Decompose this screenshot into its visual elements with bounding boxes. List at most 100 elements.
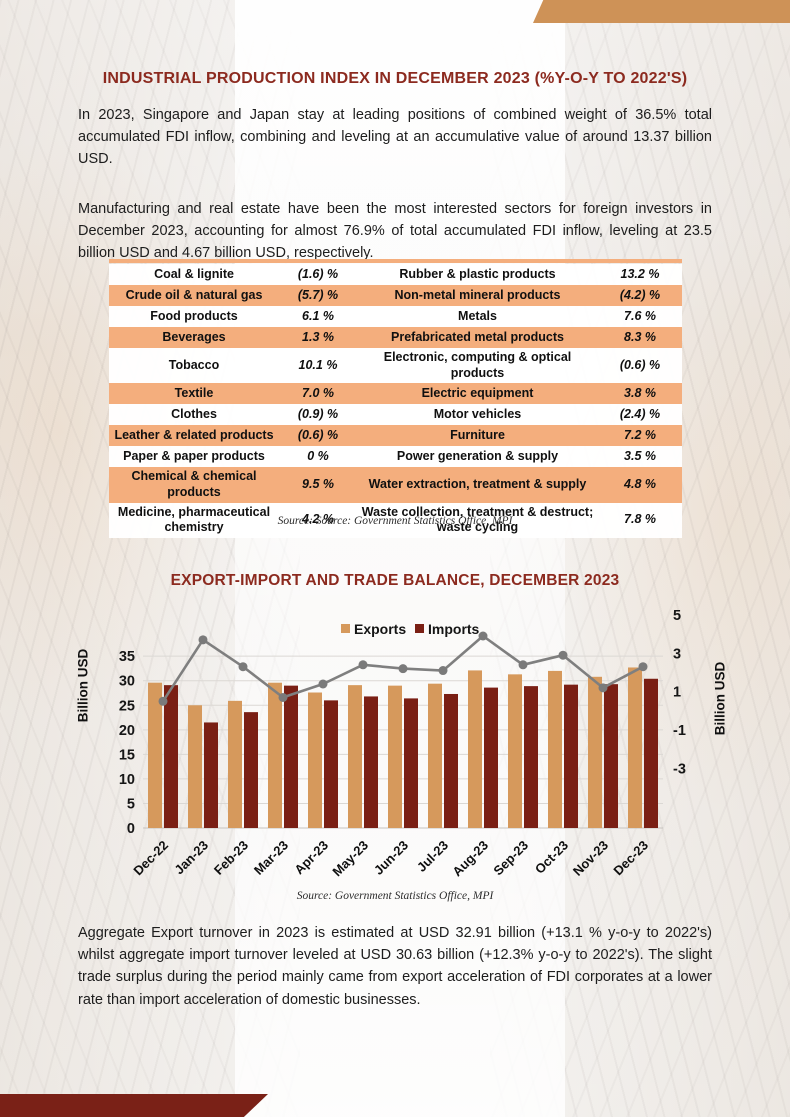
table-row: Clothes (0.9) % Motor vehicles (2.4) % bbox=[109, 404, 682, 425]
trade-balance-point bbox=[238, 662, 248, 672]
trade-balance-point bbox=[358, 660, 368, 670]
top-right-accent-bar bbox=[533, 0, 790, 23]
bottom-left-accent-bar bbox=[0, 1094, 268, 1117]
import-bar bbox=[204, 722, 218, 828]
left-axis-tick: 0 bbox=[127, 821, 135, 837]
index-value: 13.2 % bbox=[620, 266, 660, 281]
trade-balance-point bbox=[558, 650, 568, 660]
index-value: 8.3 % bbox=[624, 329, 656, 344]
index-value: 6.1 % bbox=[302, 308, 334, 323]
index-value: 7.0 % bbox=[302, 385, 334, 400]
x-axis-label: May-23 bbox=[329, 838, 371, 880]
table-source-line: Source: Source: Government Statistics Of… bbox=[277, 515, 513, 527]
import-bar bbox=[244, 712, 258, 828]
import-bar bbox=[284, 685, 298, 828]
export-bar bbox=[268, 682, 282, 828]
legend-imports-label: Imports bbox=[428, 621, 480, 637]
export-bar bbox=[388, 685, 402, 828]
trade-balance-point bbox=[478, 631, 488, 641]
index-value: (5.7) % bbox=[297, 287, 339, 302]
x-axis-label: Aug-23 bbox=[449, 838, 491, 880]
import-bar bbox=[484, 687, 498, 828]
sector-label: Furniture bbox=[450, 427, 505, 442]
chart-source-line: Source: Government Statistics Office, MP… bbox=[296, 890, 494, 902]
sector-label: Water extraction, treatment & supply bbox=[368, 477, 587, 492]
left-axis-tick: 10 bbox=[119, 772, 135, 788]
table-row: Beverages 1.3 % Prefabricated metal produc… bbox=[109, 327, 682, 348]
index-value: 7.2 % bbox=[624, 427, 656, 442]
sector-label: Motor vehicles bbox=[433, 406, 522, 421]
index-value: 0 % bbox=[307, 448, 329, 463]
sector-label: Paper & paper products bbox=[123, 448, 265, 463]
legend-imports-swatch bbox=[415, 624, 424, 633]
x-axis-label: Sep-23 bbox=[490, 838, 531, 879]
paragraph-sectors: Manufacturing and real estate have been … bbox=[78, 201, 712, 262]
x-axis-label: Mar-23 bbox=[251, 838, 291, 878]
export-bar bbox=[588, 676, 602, 828]
x-axis-label: Jul-23 bbox=[414, 838, 451, 875]
import-bar bbox=[644, 678, 658, 828]
import-bar bbox=[524, 686, 538, 828]
paragraph-fdi-inflow: In 2023, Singapore and Japan stay at lea… bbox=[78, 107, 712, 168]
export-bar bbox=[628, 667, 642, 828]
table-row: Leather & related products (0.6) % Furnitu… bbox=[109, 425, 682, 447]
x-axis-label: Feb-23 bbox=[211, 838, 251, 878]
sector-label: Electronic, computing & optical products bbox=[383, 350, 572, 380]
index-value: (4.2) % bbox=[619, 287, 661, 302]
production-index-table: Coal & lignite (1.6) % Rubber & plastic pr… bbox=[109, 259, 682, 538]
left-axis-label: Billion USD bbox=[75, 648, 91, 723]
ipi-table-body: Coal & lignite (1.6) % Rubber & plastic pr… bbox=[109, 264, 682, 538]
sector-label: Rubber & plastic products bbox=[399, 266, 556, 281]
left-axis-tick: 15 bbox=[119, 747, 135, 763]
left-axis-tick: 30 bbox=[119, 674, 135, 690]
import-bar bbox=[164, 685, 178, 828]
trade-balance-point bbox=[318, 679, 328, 689]
export-bar bbox=[468, 670, 482, 828]
sector-label: Tobacco bbox=[168, 357, 220, 372]
sector-label: Crude oil & natural gas bbox=[125, 287, 263, 302]
export-bar bbox=[428, 683, 442, 828]
index-value: 4.8 % bbox=[624, 477, 656, 492]
sector-label: Beverages bbox=[162, 329, 226, 344]
right-axis-label: Billion USD bbox=[712, 661, 728, 736]
right-axis-tick: 1 bbox=[673, 685, 681, 701]
index-value: 1.3 % bbox=[302, 329, 334, 344]
import-bar bbox=[324, 700, 338, 828]
index-value: (2.4) % bbox=[619, 406, 661, 421]
table-row: Textile 7.0 % Electric equipment 3.8 % bbox=[109, 383, 682, 405]
index-value: 7.8 % bbox=[624, 512, 656, 527]
left-axis-tick: 35 bbox=[119, 649, 135, 665]
x-axis-label: Apr-23 bbox=[291, 838, 331, 878]
sector-label: Medicine, pharmaceutical chemistry bbox=[117, 504, 271, 535]
right-axis-tick: -1 bbox=[673, 723, 686, 739]
table-row: Chemical & chemical products 9.5 % Water e… bbox=[109, 467, 682, 503]
import-bar bbox=[364, 696, 378, 828]
trade-balance-point bbox=[598, 683, 608, 693]
paragraph-closing: Aggregate Export turnover in 2023 is est… bbox=[78, 925, 712, 1008]
import-bar bbox=[444, 693, 458, 828]
left-axis-tick: 25 bbox=[119, 698, 135, 714]
sector-label: Food products bbox=[150, 308, 238, 323]
x-axis-label: Oct-23 bbox=[532, 838, 571, 877]
index-value: 7.6 % bbox=[624, 308, 656, 323]
table-row: Medicine, pharmaceutical chemistry 4.2 % W… bbox=[109, 503, 682, 538]
x-axis-label: Dec-23 bbox=[610, 838, 651, 879]
import-bar bbox=[404, 698, 418, 828]
import-bar bbox=[564, 684, 578, 828]
trade-balance-point bbox=[278, 692, 288, 702]
index-value: 9.5 % bbox=[302, 477, 334, 492]
export-bar bbox=[188, 705, 202, 828]
right-axis-tick: -3 bbox=[673, 761, 686, 777]
table-row: Tobacco 10.1 % Electronic, computing & opt… bbox=[109, 348, 682, 383]
legend-exports-label: Exports bbox=[354, 621, 406, 637]
index-value: 3.5 % bbox=[624, 448, 656, 463]
trade-balance-point bbox=[158, 696, 168, 706]
index-value: (0.6) % bbox=[619, 357, 661, 372]
index-value: 10.1 % bbox=[298, 357, 338, 372]
sector-label: Leather & related products bbox=[114, 427, 274, 442]
export-bar bbox=[348, 685, 362, 828]
right-axis-tick: 3 bbox=[673, 646, 681, 662]
trade-balance-point bbox=[398, 664, 408, 674]
trade-balance-point bbox=[198, 635, 208, 645]
